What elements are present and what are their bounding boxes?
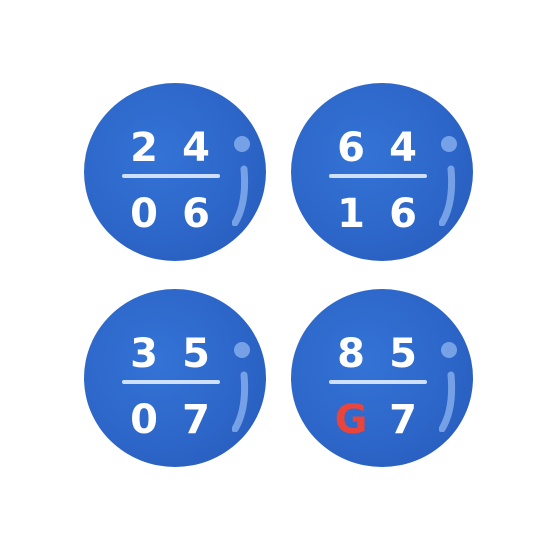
denominator-digit-2: 7 bbox=[182, 397, 210, 443]
gloss-highlight-icon bbox=[232, 136, 250, 226]
fraction-bar bbox=[122, 174, 220, 178]
fraction-bar bbox=[122, 380, 220, 384]
denominator-digit-2: 6 bbox=[182, 191, 210, 237]
unknown-denominator-letter: G bbox=[334, 397, 368, 443]
fraction-tile-2[interactable]: 6 4 1 6 bbox=[291, 83, 473, 261]
denominator-digit-1: 0 bbox=[130, 191, 158, 237]
fraction-tile-4[interactable]: 8 5 G 7 bbox=[291, 289, 473, 467]
denominator-digit-1: 1 bbox=[337, 191, 365, 237]
numerator-digit-2: 5 bbox=[182, 331, 210, 377]
denominator-digit-1: 0 bbox=[130, 397, 158, 443]
denominator-digit-2: 7 bbox=[389, 397, 417, 443]
gloss-highlight-icon bbox=[439, 342, 457, 432]
fraction-tile-1[interactable]: 2 4 0 6 bbox=[84, 83, 266, 261]
fraction-bar bbox=[329, 380, 427, 384]
numerator-digit-1: 8 bbox=[337, 331, 365, 377]
gloss-highlight-icon bbox=[439, 136, 457, 226]
fraction-tile-3[interactable]: 3 5 0 7 bbox=[84, 289, 266, 467]
numerator-digit-2: 4 bbox=[182, 125, 210, 171]
numerator-digit-1: 6 bbox=[337, 125, 365, 171]
numerator-digit-2: 4 bbox=[389, 125, 417, 171]
numerator-digit-2: 5 bbox=[389, 331, 417, 377]
fraction-bar bbox=[329, 174, 427, 178]
denominator-digit-2: 6 bbox=[389, 191, 417, 237]
gloss-highlight-icon bbox=[232, 342, 250, 432]
numerator-digit-1: 2 bbox=[130, 125, 158, 171]
numerator-digit-1: 3 bbox=[130, 331, 158, 377]
